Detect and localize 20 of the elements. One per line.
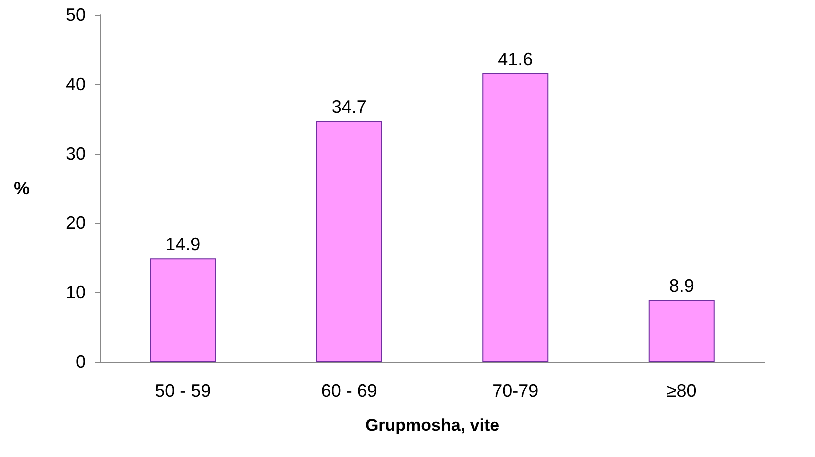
bar <box>648 300 715 362</box>
data-label: 34.7 <box>332 97 367 118</box>
data-label: 41.6 <box>498 49 534 70</box>
bar <box>150 258 216 362</box>
y-tick-label: 50 <box>66 5 86 25</box>
x-axis-title: Grupmosha, vite <box>365 416 500 435</box>
x-tick-label: ≥80 <box>666 381 697 401</box>
bar <box>316 121 382 362</box>
y-axis-title: % <box>14 178 30 198</box>
y-tick-label: 10 <box>66 282 86 303</box>
data-label: 14.9 <box>166 234 201 255</box>
y-tick-label: 20 <box>66 213 86 234</box>
data-label: 8.9 <box>669 276 694 296</box>
x-tick-label: 60 - 69 <box>321 381 378 401</box>
x-tick-label: 70-79 <box>492 381 539 401</box>
y-tick-label: 30 <box>66 144 86 164</box>
y-tick-label: 40 <box>66 74 86 94</box>
bar <box>482 73 549 362</box>
y-tick-label: 0 <box>76 352 86 372</box>
x-tick-label: 50 - 59 <box>155 381 212 401</box>
